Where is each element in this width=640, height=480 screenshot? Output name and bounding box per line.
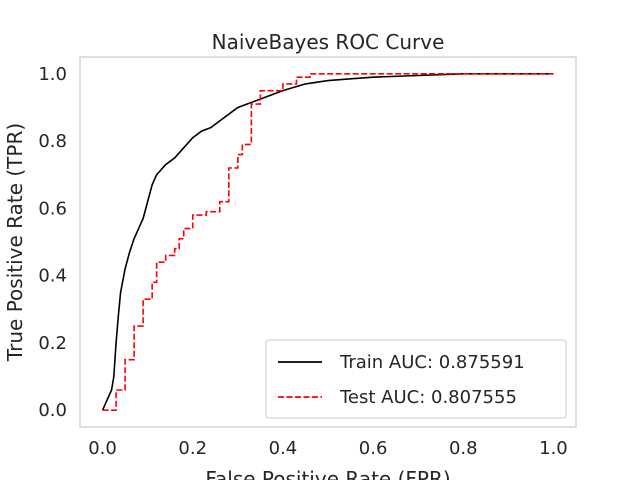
legend-label: Train AUC: 0.875591 — [339, 352, 525, 373]
x-axis-ticks: 0.0 0.2 0.4 0.6 0.8 1.0 — [88, 438, 568, 459]
y-tick-label: 1.0 — [38, 64, 67, 85]
x-tick-label: 0.0 — [88, 438, 117, 459]
series-layer — [101, 73, 554, 411]
y-tick-label: 0.4 — [38, 266, 67, 287]
series-line-test — [102, 73, 554, 411]
y-tick-label: 0.2 — [38, 333, 67, 354]
legend: Train AUC: 0.875591 Test AUC: 0.807555 — [265, 339, 567, 419]
legend-label: Test AUC: 0.807555 — [339, 387, 517, 408]
y-tick-label: 0.8 — [38, 131, 67, 152]
chart-title: NaiveBayes ROC Curve — [212, 30, 445, 54]
series-line-train — [101, 73, 554, 411]
x-axis-label: False Positive Rate (FPR) — [205, 467, 450, 480]
x-tick-label: 0.6 — [359, 438, 388, 459]
x-tick-label: 0.8 — [449, 438, 478, 459]
legend-box — [265, 339, 567, 419]
y-axis-ticks: 0.0 0.2 0.4 0.6 0.8 1.0 — [38, 64, 67, 421]
x-tick-label: 0.4 — [269, 438, 298, 459]
x-tick-label: 1.0 — [539, 438, 568, 459]
y-tick-label: 0.6 — [38, 198, 67, 219]
y-axis-label: True Positive Rate (TPR) — [3, 123, 27, 362]
y-tick-label: 0.0 — [38, 400, 67, 421]
x-tick-label: 0.2 — [178, 438, 207, 459]
